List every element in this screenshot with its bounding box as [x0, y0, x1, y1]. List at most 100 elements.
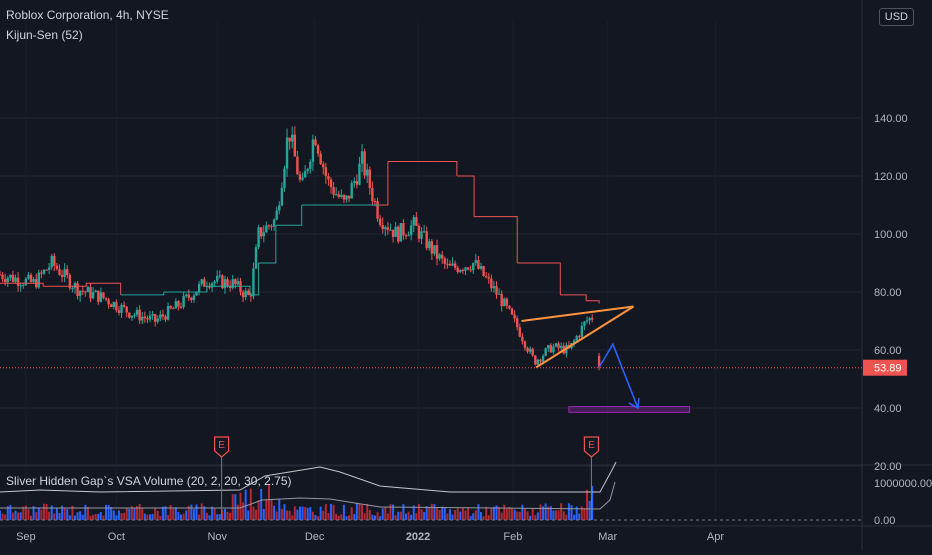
wedge-upper-line	[521, 305, 634, 322]
volume-bar	[490, 507, 493, 520]
candle	[451, 263, 454, 266]
candle	[531, 348, 534, 356]
volume-bar	[141, 507, 144, 520]
candle	[469, 269, 472, 271]
candle	[223, 279, 227, 289]
candle	[200, 279, 203, 284]
candle	[422, 231, 426, 233]
volume-bar	[397, 511, 400, 520]
candle	[386, 227, 390, 230]
volume-bar	[583, 508, 586, 520]
volume-bar	[361, 504, 364, 520]
candle	[97, 290, 100, 302]
candle	[459, 270, 462, 273]
currency-button[interactable]: USD	[878, 8, 914, 26]
candle	[371, 188, 374, 202]
volume-bar	[371, 514, 374, 520]
kijun-segment	[456, 175, 475, 217]
volume-bar	[0, 510, 1, 520]
volume-bar	[330, 503, 333, 520]
volume-bar	[195, 504, 198, 520]
volume-indicator-legend[interactable]: Sliver Hidden Gap`s VSA Volume (20, 2, 2…	[6, 474, 292, 488]
volume-bar	[278, 498, 281, 520]
volume-bar	[495, 505, 498, 520]
indicator-legend[interactable]: Kijun-Sen (52)	[6, 28, 83, 42]
volume-bar	[454, 509, 457, 520]
candle	[133, 314, 136, 316]
candle	[270, 225, 273, 227]
volume-bar	[226, 511, 229, 520]
candle	[368, 169, 371, 189]
candle	[247, 290, 250, 295]
candle	[11, 274, 15, 282]
candle	[497, 293, 501, 295]
candle	[415, 217, 418, 226]
price-tick-label: 20.00	[874, 461, 902, 473]
volume-bar	[86, 506, 89, 520]
volume-bar	[216, 514, 219, 520]
candle	[241, 292, 245, 298]
kijun-segment	[275, 205, 303, 226]
volume-bar	[185, 510, 188, 520]
volume-bar	[252, 506, 255, 520]
candle	[309, 161, 312, 169]
volume-bar	[415, 513, 418, 520]
candle	[534, 355, 537, 365]
volume-bar	[218, 514, 221, 520]
volume-bar	[223, 509, 226, 520]
volume-bar	[311, 511, 314, 520]
volume-bar	[128, 508, 131, 520]
volume-bar	[544, 503, 547, 520]
candle	[482, 266, 485, 277]
candle	[539, 359, 542, 362]
candle	[42, 269, 46, 274]
candle	[218, 275, 222, 277]
volume-bar	[71, 505, 74, 520]
volume-bar	[260, 488, 263, 520]
candle	[301, 177, 304, 180]
volume-bar	[42, 503, 45, 520]
volume-bar	[53, 513, 56, 520]
volume-bar	[154, 508, 157, 520]
candle	[146, 318, 149, 320]
candle	[1, 274, 4, 280]
volume-bar	[73, 515, 76, 520]
volume-bar	[50, 505, 53, 520]
arrow-head-icon	[628, 397, 640, 410]
kijun-segment	[0, 282, 44, 287]
candle	[115, 301, 118, 311]
volume-bar	[498, 506, 501, 520]
candle	[523, 341, 527, 348]
candle	[66, 269, 69, 276]
candle	[78, 290, 82, 297]
volume-bar	[407, 511, 410, 520]
volume-bar	[161, 506, 164, 520]
candle	[474, 260, 478, 264]
kijun-segment	[517, 262, 561, 295]
volume-bar	[392, 504, 395, 520]
volume-bar	[586, 489, 589, 520]
volume-bar	[557, 510, 560, 520]
volume-bar	[247, 510, 250, 520]
volume-bar	[172, 508, 175, 520]
candle	[187, 294, 190, 298]
volume-bar	[14, 510, 17, 520]
kijun-segment	[258, 225, 277, 264]
candle	[249, 294, 253, 297]
volume-bar	[200, 503, 203, 520]
volume-bar	[322, 510, 325, 520]
volume-bar	[423, 512, 426, 520]
candle	[342, 194, 346, 200]
candle	[399, 223, 403, 242]
volume-tick-label: 0.00	[874, 515, 895, 527]
candle	[472, 263, 475, 271]
volume-bar	[342, 504, 345, 520]
candle	[536, 359, 540, 365]
volume-bar	[283, 504, 286, 520]
candle	[197, 283, 201, 293]
candle	[32, 279, 35, 282]
price-tick-label: 80.00	[874, 287, 902, 299]
candle	[68, 275, 72, 289]
volume-bar	[337, 515, 340, 520]
